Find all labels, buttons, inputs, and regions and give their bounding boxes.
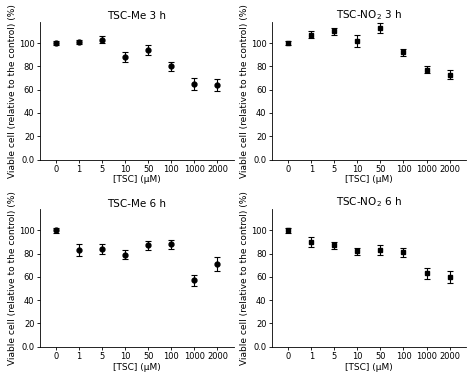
Title: TSC-Me 6 h: TSC-Me 6 h [107, 199, 166, 209]
X-axis label: [TSC] (μM): [TSC] (μM) [113, 176, 161, 184]
Y-axis label: Viable cell (relative to the control) (%): Viable cell (relative to the control) (%… [9, 4, 18, 178]
Y-axis label: Viable cell (relative to the control) (%): Viable cell (relative to the control) (%… [240, 191, 249, 365]
Title: TSC-NO$_2$ 6 h: TSC-NO$_2$ 6 h [336, 196, 402, 209]
Title: TSC-NO$_2$ 3 h: TSC-NO$_2$ 3 h [336, 8, 402, 22]
Y-axis label: Viable cell (relative to the control) (%): Viable cell (relative to the control) (%… [240, 4, 249, 178]
X-axis label: [TSC] (μM): [TSC] (μM) [345, 363, 393, 372]
X-axis label: [TSC] (μM): [TSC] (μM) [113, 363, 161, 372]
X-axis label: [TSC] (μM): [TSC] (μM) [345, 176, 393, 184]
Y-axis label: Viable cell (relative to the control) (%): Viable cell (relative to the control) (%… [9, 191, 18, 365]
Title: TSC-Me 3 h: TSC-Me 3 h [107, 11, 166, 21]
